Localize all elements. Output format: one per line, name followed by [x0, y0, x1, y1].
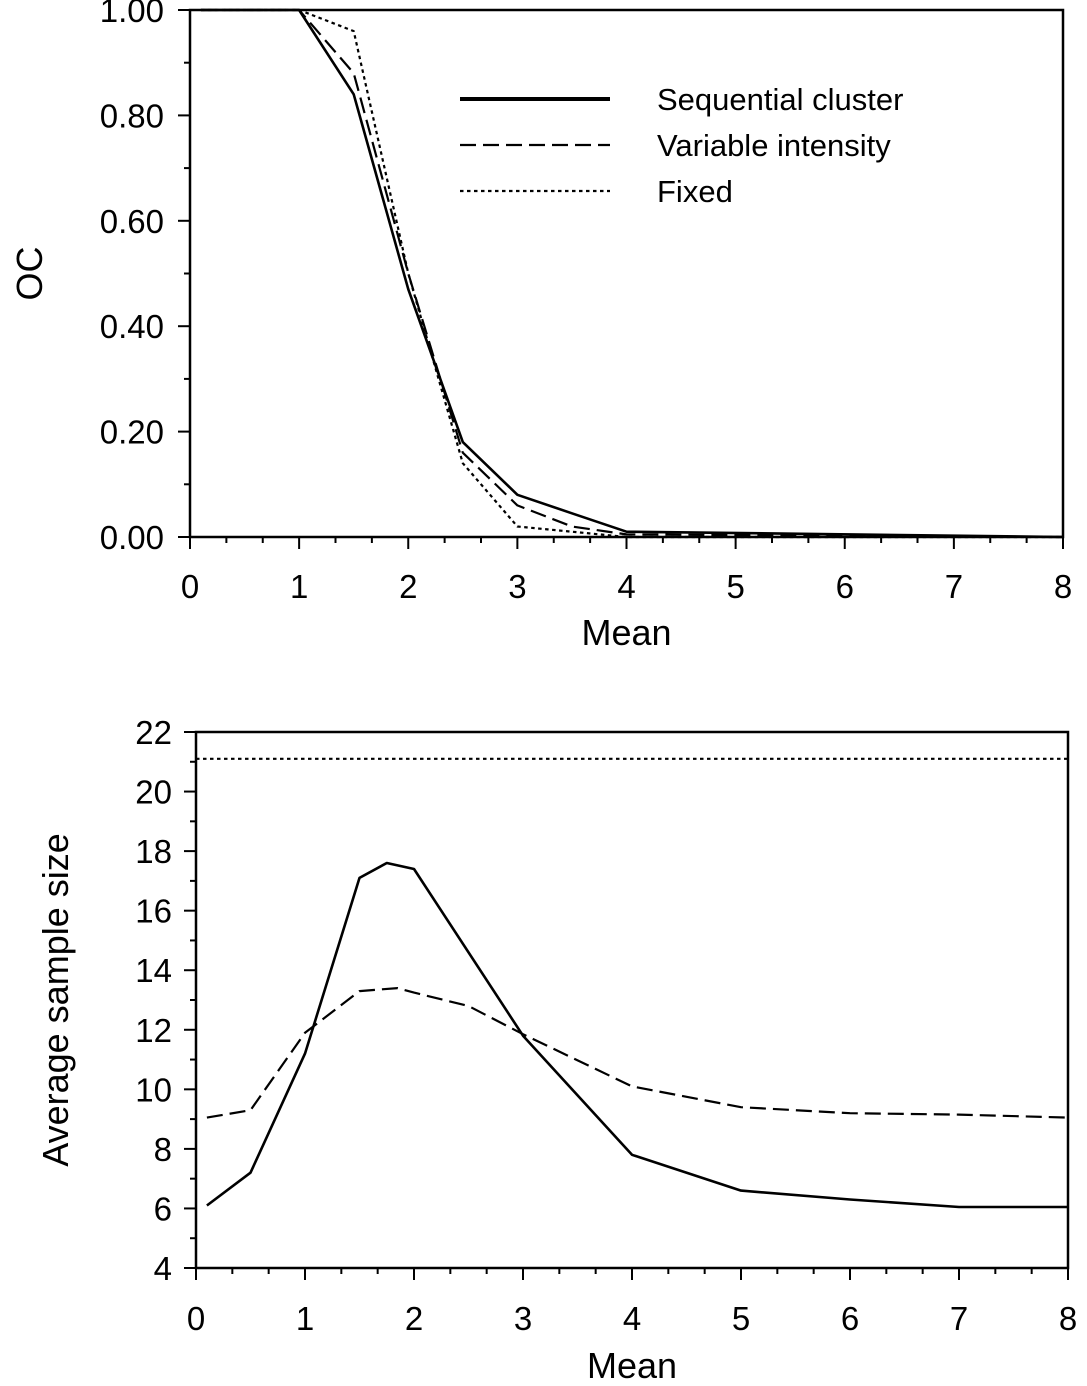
- plot-frame: [188, 8, 1065, 539]
- x-tick-label: 6: [836, 568, 854, 605]
- y-axis-title: OC: [9, 247, 50, 301]
- x-tick-label: 2: [405, 1300, 423, 1337]
- x-tick-label: 4: [623, 1300, 641, 1337]
- x-axis-title: Mean: [581, 612, 671, 653]
- x-tick-label: 7: [945, 568, 963, 605]
- x-tick-label: 5: [732, 1300, 750, 1337]
- x-tick-label: 3: [514, 1300, 532, 1337]
- y-axis-title: Average sample size: [35, 833, 76, 1167]
- x-tick-label: 8: [1054, 568, 1072, 605]
- x-axis-title: Mean: [587, 1345, 677, 1386]
- y-tick-label: 8: [154, 1131, 172, 1168]
- y-tick-label: 18: [135, 833, 172, 870]
- legend-label: Variable intensity: [657, 128, 891, 163]
- x-tick-label: 1: [296, 1300, 314, 1337]
- y-tick-label: 16: [135, 893, 172, 930]
- x-tick-label: 6: [841, 1300, 859, 1337]
- y-tick-label: 20: [135, 774, 172, 811]
- x-tick-label: 5: [726, 568, 744, 605]
- x-tick-label: 3: [508, 568, 526, 605]
- series-line-variable-intensity: [200, 8, 1064, 539]
- x-tick-label: 8: [1059, 1300, 1077, 1337]
- y-tick-label: 0.20: [100, 414, 164, 451]
- y-tick-label: 0.00: [100, 519, 164, 556]
- y-tick-label: 22: [135, 714, 172, 751]
- x-tick-label: 7: [950, 1300, 968, 1337]
- x-tick-label: 1: [290, 568, 308, 605]
- plot-frame: [194, 730, 1070, 1270]
- x-tick-label: 0: [181, 568, 199, 605]
- series-line-sequential-cluster: [200, 8, 1064, 539]
- y-tick-label: 1.00: [100, 0, 164, 29]
- legend-label: Sequential cluster: [657, 82, 903, 117]
- x-tick-label: 2: [399, 568, 417, 605]
- y-tick-label: 0.60: [100, 203, 164, 240]
- oc-chart: 0 1 2 3 4 5 6 7 8 0.00 0.20 0.40 0.60 0.80 1.00 Mean OC S…: [9, 0, 1072, 653]
- series-line-fixed: [200, 8, 1063, 539]
- legend-label: Fixed: [657, 174, 733, 209]
- y-tick-label: 6: [154, 1190, 172, 1227]
- y-tick-label: 14: [135, 952, 172, 989]
- y-tick-label: 0.40: [100, 308, 164, 345]
- y-tick-label: 12: [135, 1012, 172, 1049]
- x-tick-label: 4: [617, 568, 635, 605]
- series-line-sequential-cluster: [206, 861, 1068, 1209]
- x-tick-label: 0: [187, 1300, 205, 1337]
- y-tick-label: 4: [154, 1250, 172, 1287]
- series-line-variable-intensity: [206, 986, 1069, 1119]
- y-tick-label: 0.80: [100, 97, 164, 134]
- y-tick-label: 10: [135, 1071, 172, 1108]
